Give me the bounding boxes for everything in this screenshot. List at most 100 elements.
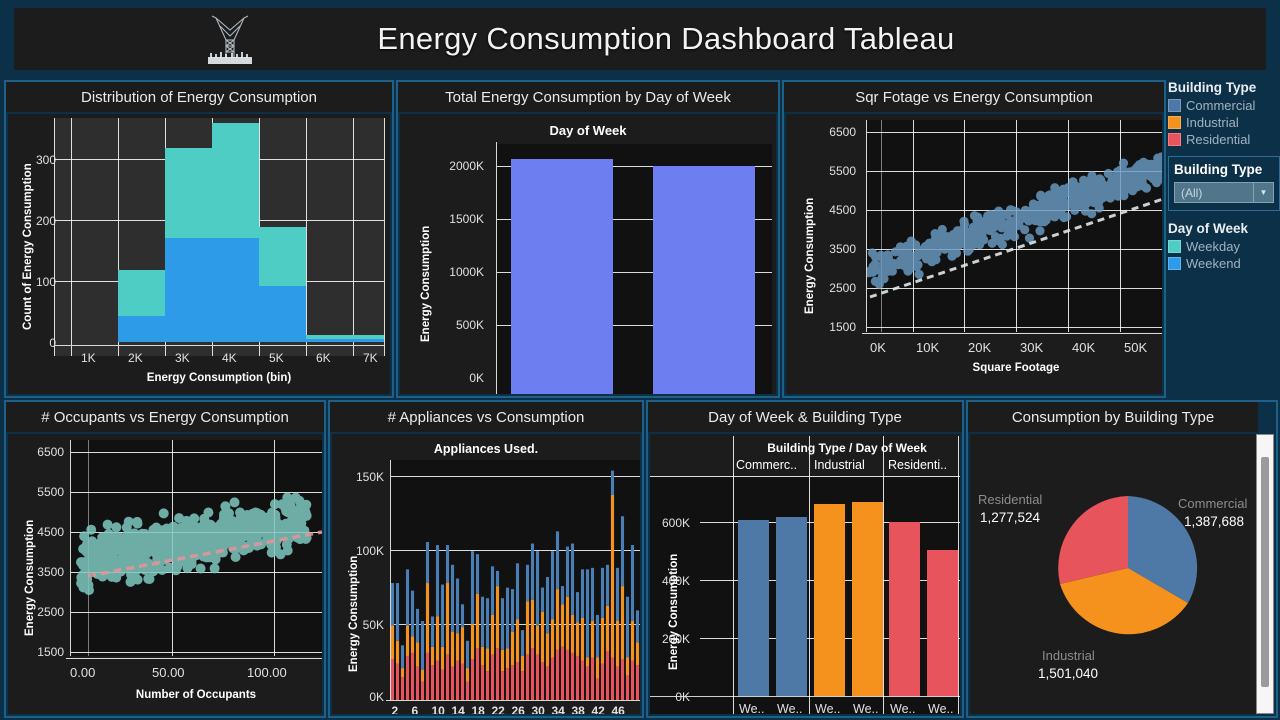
legend-item-industrial[interactable]: Industrial (1168, 115, 1280, 130)
dow-building-column-header: Building Type / Day of Week (767, 441, 927, 455)
histogram-xtick: 7K (363, 351, 378, 365)
legend-label-industrial: Industrial (1186, 115, 1239, 130)
panel-title-dow-building: Day of Week & Building Type (648, 402, 962, 432)
pie-label-industrial: Industrial (1042, 648, 1095, 663)
dow-building-y-axis-title: Energy Consumption (668, 553, 680, 670)
histogram-bar-segment (306, 335, 384, 339)
scrollbar-thumb[interactable] (1261, 457, 1269, 687)
histogram-xtick: 5K (269, 351, 284, 365)
dow-building-xtick: We.. (890, 702, 916, 714)
histogram-xtick: 6K (316, 351, 331, 365)
pie-vertical-scrollbar[interactable] (1256, 434, 1274, 714)
sqft-y-axis-title: Energy Consumption (804, 197, 816, 314)
day-of-week-ytick: 1500K (449, 212, 484, 226)
legend-item-residential[interactable]: Residential (1168, 132, 1280, 147)
dow-building-bar[interactable] (776, 517, 807, 696)
legend-building-type-title: Building Type (1168, 80, 1257, 95)
appliances-xtick: 30 (531, 704, 545, 714)
day-of-week-ytick: 500K (455, 318, 484, 332)
pie-label-residential: Residential (978, 492, 1043, 507)
histogram-bar-segment (165, 148, 212, 238)
day-of-week-y-axis-title: Energy Consumption (420, 225, 432, 342)
appliances-xtick: 18 (471, 704, 485, 714)
appliances-xtick: 10 (431, 704, 445, 714)
appliances-column-header: Appliances Used. (433, 442, 539, 456)
legend-item-commercial[interactable]: Commercial (1168, 98, 1280, 113)
legend-swatch-weekend (1168, 257, 1181, 270)
day-of-week-bar[interactable] (511, 159, 613, 394)
occupants-y-axis-title: Energy Consumption (24, 519, 36, 636)
dow-building-bar[interactable] (852, 502, 883, 696)
pie-body: Residential 1,277,524 Commercial 1,387,6… (970, 434, 1274, 714)
occupants-ytick: 5500 (37, 485, 64, 499)
sqft-ytick: 1500 (829, 320, 856, 334)
filter-title: Building Type (1174, 162, 1263, 177)
sqft-xtick: 10K (916, 340, 940, 355)
appliances-body: Appliances Used. 150K 100K 50K 0K 2 6 10 14… (332, 434, 640, 714)
panel-title-appliances: # Appliances vs Consumption (330, 402, 642, 432)
legend-item-weekday[interactable]: Weekday (1168, 239, 1280, 254)
day-of-week-column-header: Day of Week (549, 123, 627, 138)
sqft-ytick: 2500 (829, 281, 856, 295)
legend-label-weekend: Weekend (1186, 256, 1241, 271)
legend-item-weekend[interactable]: Weekend (1168, 256, 1280, 271)
appliances-xtick: 42 (591, 704, 605, 714)
panel-title-sqft: Sqr Fotage vs Energy Consumption (784, 82, 1164, 112)
panel-day-of-week: Total Energy Consumption by Day of Week … (396, 80, 780, 398)
dow-building-bar[interactable] (889, 522, 920, 696)
dow-building-ytick: 400K (661, 574, 690, 588)
appliances-xtick: 14 (451, 704, 465, 714)
panel-dow-building-type: Day of Week & Building Type Building Typ… (646, 400, 964, 718)
legend-swatch-residential (1168, 133, 1181, 146)
pie-slices[interactable] (1050, 490, 1206, 646)
appliances-ytick: 100K (355, 544, 384, 558)
panel-title-occupants: # Occupants vs Energy Consumption (6, 402, 324, 432)
day-of-week-ytick: 1000K (449, 265, 484, 279)
day-of-week-bar[interactable] (653, 166, 755, 394)
dashboard-title: Energy Consumption Dashboard Tableau (377, 21, 955, 56)
appliances-xtick: 38 (571, 704, 585, 714)
appliances-xtick: 46 (611, 704, 625, 714)
dow-building-bar[interactable] (738, 520, 769, 696)
sqft-x-axis-title: Square Footage (972, 362, 1060, 374)
histogram-bar-segment (212, 123, 259, 238)
histogram-bar-segment (259, 227, 306, 286)
appliances-ytick: 0K (369, 690, 384, 704)
sqft-ytick: 4500 (829, 203, 856, 217)
appliances-ytick: 150K (355, 470, 384, 484)
histogram-bar-segment (259, 286, 306, 342)
occupants-xtick: 100.00 (247, 665, 287, 680)
histogram-ytick: 0 (49, 336, 56, 350)
appliances-xtick: 6 (411, 704, 419, 714)
occupants-xtick: 0.00 (70, 665, 96, 680)
sqft-ytick: 3500 (829, 242, 856, 256)
dow-building-ytick: 600K (661, 516, 690, 530)
legend-swatch-industrial (1168, 116, 1181, 129)
pie-slice-industrial (1060, 568, 1188, 635)
dow-building-bar[interactable] (927, 550, 958, 696)
sqft-scatter-points (866, 152, 1162, 299)
histogram-ytick: 300 (35, 153, 56, 167)
legend-label-residential: Residential (1186, 132, 1251, 147)
day-of-week-chart: Day of Week 2000K 1500K 1000K 500K 0K (400, 114, 776, 394)
filter-selected-value[interactable]: (All) (1174, 182, 1254, 203)
occupants-ytick: 4500 (37, 525, 64, 539)
dashboard-header: Energy Consumption Dashboard Tableau (14, 8, 1266, 70)
dow-building-chart: Building Type / Day of Week Commerc.. In… (650, 434, 960, 714)
dow-building-group-label: Industrial (814, 458, 865, 472)
sqft-xtick: 40K (1072, 340, 1096, 355)
histogram-chart: 300 200 100 0 1K 2K 3K 4K 5K 6K 7K Count… (8, 114, 390, 394)
occupants-ytick: 2500 (37, 605, 64, 619)
legend-label-commercial: Commercial (1186, 98, 1256, 113)
histogram-ytick: 200 (35, 214, 56, 228)
appliances-ytick: 50K (362, 618, 384, 632)
panel-title-histogram: Distribution of Energy Consumption (6, 82, 392, 112)
filter-dropdown[interactable]: (All) ▼ (1174, 182, 1274, 203)
chevron-down-icon[interactable]: ▼ (1254, 182, 1274, 203)
appliances-xtick: 22 (491, 704, 505, 714)
dow-building-xtick: We.. (853, 702, 879, 714)
appliances-bars (390, 470, 640, 700)
sqft-body: 6500 5500 4500 3500 2500 1500 0K 10K 20K… (786, 114, 1162, 394)
dow-building-bar[interactable] (814, 504, 845, 696)
occupants-body: 6500 5500 4500 3500 2500 1500 0.00 50.00… (8, 434, 322, 714)
